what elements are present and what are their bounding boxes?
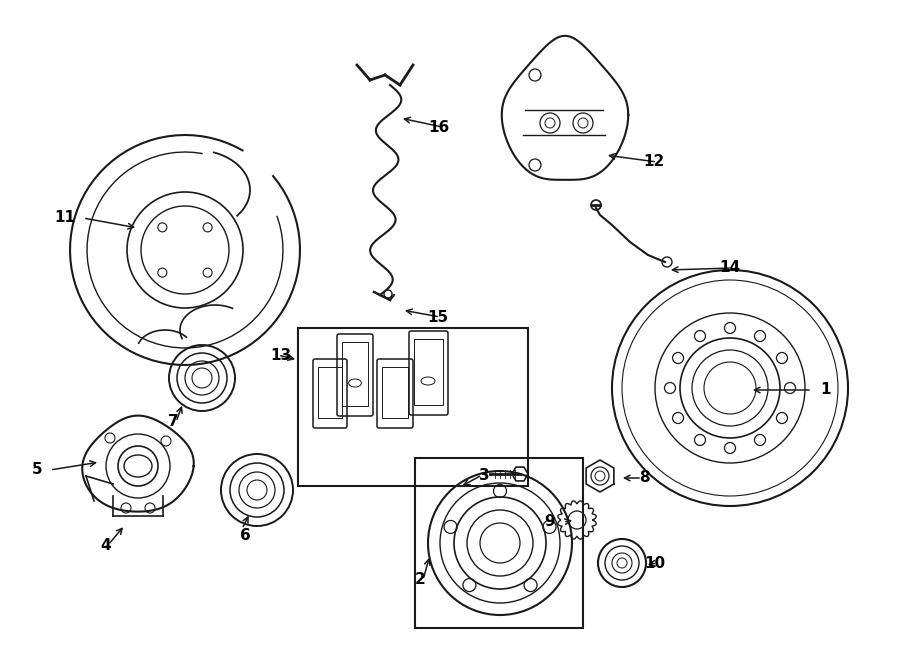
Text: 10: 10 (644, 555, 665, 570)
Text: 6: 6 (240, 527, 251, 543)
Text: 11: 11 (54, 210, 75, 225)
Text: 7: 7 (168, 414, 178, 430)
Bar (415, 458, 583, 628)
Text: 2: 2 (415, 572, 426, 588)
Bar (318, 367, 342, 418)
Text: 8: 8 (639, 471, 650, 485)
Text: 16: 16 (428, 120, 450, 134)
Bar (382, 367, 408, 418)
Text: 4: 4 (100, 537, 111, 553)
Text: 3: 3 (480, 467, 490, 483)
Text: 1: 1 (820, 383, 831, 397)
Bar (298, 328, 528, 486)
Text: 14: 14 (719, 260, 740, 276)
Text: 9: 9 (544, 514, 555, 529)
Text: 15: 15 (427, 309, 448, 325)
Text: 13: 13 (270, 348, 291, 362)
Bar (342, 342, 368, 406)
Text: 12: 12 (644, 155, 665, 169)
Bar (414, 339, 443, 405)
Text: 5: 5 (32, 463, 42, 477)
